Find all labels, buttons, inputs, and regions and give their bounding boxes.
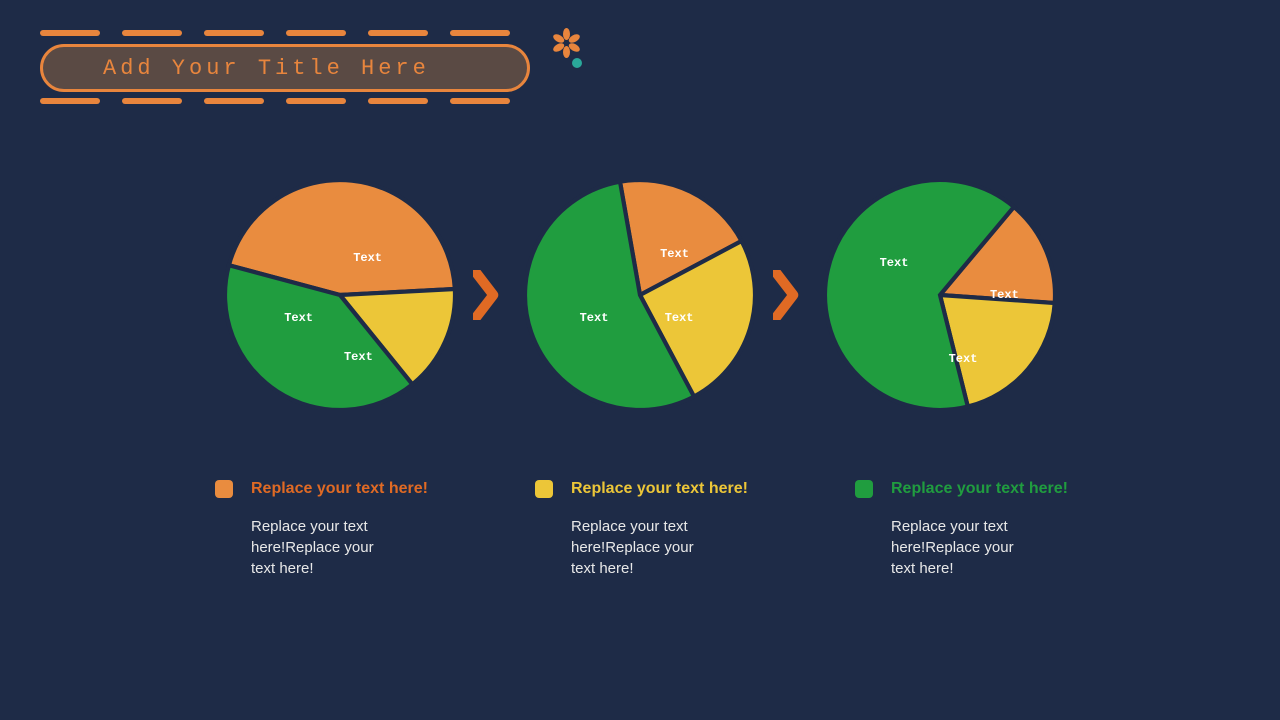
page-title[interactable]: Add Your Title Here (40, 44, 530, 92)
slice-label: Text (665, 311, 694, 325)
pie-chart: Text Text Text (825, 180, 1055, 410)
legend-item: Replace your text here! Replace your tex… (535, 480, 795, 579)
slice-label: Text (949, 352, 978, 366)
slice-label: Text (660, 247, 689, 261)
legend-item: Replace your text here! Replace your tex… (215, 480, 475, 579)
charts-row: Text Text Text Text Text Text Text Text Text (0, 180, 1280, 410)
legend-body: Replace your text here!Replace your text… (855, 516, 1035, 579)
slice-label: Text (990, 288, 1019, 302)
title-container: Add Your Title Here (40, 30, 540, 100)
slice-label: Text (880, 256, 909, 270)
legend-item: Replace your text here! Replace your tex… (855, 480, 1115, 579)
legend-swatch (535, 480, 553, 498)
chevron-right-icon (773, 270, 807, 320)
legend-row: Replace your text here! Replace your tex… (215, 480, 1115, 579)
legend-swatch (855, 480, 873, 498)
slice-label: Text (284, 311, 313, 325)
legend-title: Replace your text here! (571, 480, 748, 498)
chevron-right-icon (473, 270, 507, 320)
legend-title: Replace your text here! (891, 480, 1068, 498)
pie-chart: Text Text Text (225, 180, 455, 410)
legend-swatch (215, 480, 233, 498)
legend-body: Replace your text here!Replace your text… (535, 516, 715, 579)
title-dash-bottom (40, 98, 540, 104)
slice-label: Text (580, 311, 609, 325)
slice-label: Text (344, 350, 373, 364)
pie-chart: Text Text Text (525, 180, 755, 410)
legend-body: Replace your text here!Replace your text… (215, 516, 395, 579)
legend-title: Replace your text here! (251, 480, 428, 498)
title-dash-top (40, 30, 540, 36)
slice-label: Text (353, 251, 382, 265)
teal-dot-icon (572, 58, 582, 68)
flower-icon (552, 28, 582, 58)
